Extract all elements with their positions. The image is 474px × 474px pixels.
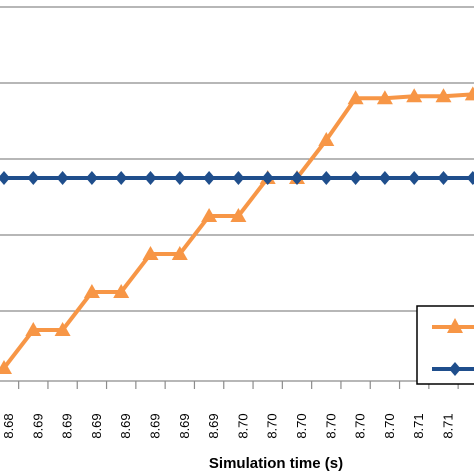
x-tick-label: 8.71 [411,413,426,438]
legend-series-1-marker [447,318,463,333]
series-2-marker [56,171,69,185]
x-tick-marks [18,381,459,389]
x-tick-label: 8.71 [441,413,456,438]
series-1-marker [347,90,364,105]
x-tick-label: 8.69 [148,413,163,438]
series-1-marker [435,88,452,103]
x-tick-label: 8.69 [177,413,192,438]
series-1-marker [0,360,12,374]
x-axis-title: Simulation time (s) [209,455,343,472]
series-1-marker [230,208,247,222]
x-tick-label: 8.70 [294,413,309,438]
series-1-marker [83,284,100,298]
x-tick-labels: 8.68 8.69 8.69 8.69 8.69 8.69 8.69 8.69 8.70 8.70… [1,413,456,438]
series-1-marker [54,322,71,336]
series-1-marker [142,246,159,260]
series-2-marker [0,171,10,185]
series-2-marker [437,171,450,185]
x-tick-label: 8.69 [30,413,45,438]
series-1-line [2,92,474,370]
series-1-marker [376,90,393,105]
legend-box [416,305,474,385]
series-layer [0,86,474,374]
x-tick-label: 8.70 [235,413,250,438]
series-2-marker [349,171,362,185]
series-2-marker [85,171,98,185]
x-tick-label: 8.69 [60,413,75,438]
series-2-marker [320,171,333,185]
series-2-marker [232,171,245,185]
series-2-marker [27,171,40,185]
legend-series-2-marker [449,362,461,376]
x-tick-label: 8.70 [353,413,368,438]
legend [416,305,474,385]
plot-area [0,6,474,382]
series-2-marker [378,171,391,185]
series-2-marker [466,171,474,185]
x-tick-label: 8.69 [206,413,221,438]
x-tick-label: 8.70 [382,413,397,438]
series-2-marker [115,171,128,185]
x-tick-label: 8.70 [265,413,280,438]
x-tick-label: 8.70 [323,413,338,438]
series-2-marker [291,171,303,185]
series-1-marker [464,86,474,101]
series-2-marker [173,171,186,185]
series-1-marker [406,88,423,103]
series-1-marker [201,208,218,222]
series-1-marker [113,284,130,298]
series-1-marker [25,322,42,336]
x-tick-label: 8.69 [89,413,104,438]
series-2-marker [203,171,216,185]
series-1-marker [171,246,188,260]
x-tick-label: 8.69 [118,413,133,438]
series-2-marker [144,171,157,185]
series-2-marker [261,171,274,185]
series-1-marker [318,132,335,146]
series-2-marker [408,171,421,185]
x-tick-label: 8.68 [1,413,16,438]
